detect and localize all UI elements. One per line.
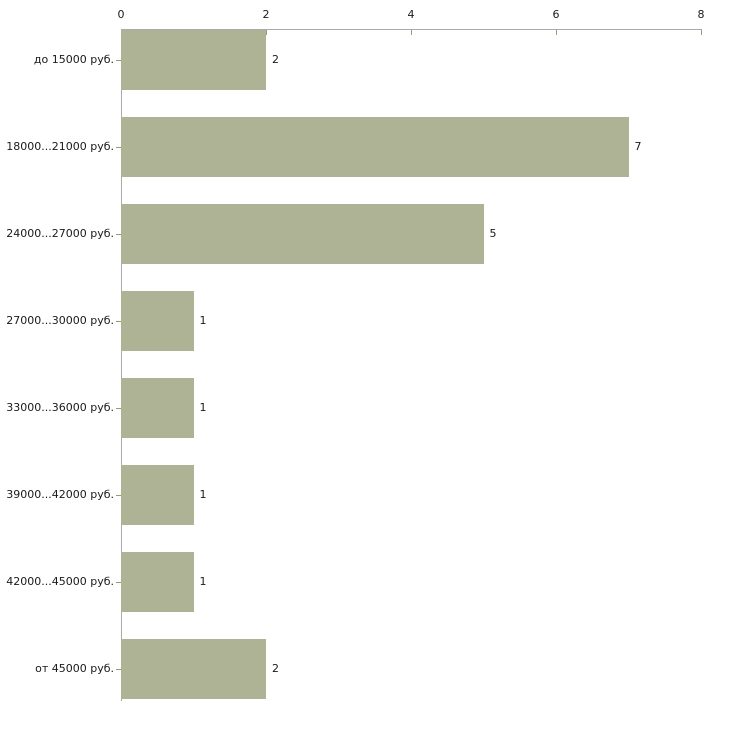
bar <box>121 639 266 699</box>
category-label: 42000...45000 руб. <box>6 575 114 588</box>
category-label: 39000...42000 руб. <box>6 488 114 501</box>
category-label-row: 33000...36000 руб. <box>0 402 114 414</box>
bar-value-label: 5 <box>489 227 497 240</box>
bar-value-label: 7 <box>634 140 642 153</box>
category-label-row: до 15000 руб. <box>0 54 114 66</box>
category-label: 24000...27000 руб. <box>6 227 114 240</box>
category-label-row: 24000...27000 руб. <box>0 228 114 240</box>
x-axis-tick-label: 2 <box>262 8 270 21</box>
x-axis-tick-label: 6 <box>552 8 560 21</box>
bar-value-label: 1 <box>199 314 207 327</box>
category-label-row: 18000...21000 руб. <box>0 141 114 153</box>
bar <box>121 552 194 612</box>
y-axis-tick <box>116 147 121 148</box>
bar <box>121 204 484 264</box>
category-label: до 15000 руб. <box>33 53 114 66</box>
bar-value-label: 2 <box>272 53 279 66</box>
bar-value-label: 1 <box>199 401 207 414</box>
y-axis-tick <box>116 495 121 496</box>
x-axis-tick <box>266 30 267 35</box>
category-label-row: 27000...30000 руб. <box>0 315 114 327</box>
x-axis-line <box>121 29 702 30</box>
y-axis-tick <box>116 234 121 235</box>
y-axis-tick <box>116 582 121 583</box>
x-axis-tick <box>701 30 702 35</box>
y-axis-tick <box>116 408 121 409</box>
category-label-row: 39000...42000 руб. <box>0 489 114 501</box>
bar <box>121 30 266 90</box>
x-axis-tick <box>556 30 557 35</box>
x-axis-tick-label: 4 <box>407 8 415 21</box>
x-axis-tick-label: 0 <box>117 8 125 21</box>
category-label-row: 42000...45000 руб. <box>0 576 114 588</box>
y-axis-tick <box>116 321 121 322</box>
y-axis-tick <box>116 669 121 670</box>
bar-value-label: 2 <box>272 662 279 675</box>
category-label-row: от 45000 руб. <box>0 663 114 675</box>
bar <box>121 378 194 438</box>
y-axis-tick <box>116 60 121 61</box>
category-label: от 45000 руб. <box>35 662 114 675</box>
bar-value-label: 1 <box>199 488 207 501</box>
category-label: 33000...36000 руб. <box>6 401 114 414</box>
x-axis-tick-label: 8 <box>697 8 705 21</box>
x-axis-tick <box>411 30 412 35</box>
y-axis-line <box>121 29 122 701</box>
bar-value-label: 1 <box>199 575 207 588</box>
bar <box>121 465 194 525</box>
category-label: 27000...30000 руб. <box>6 314 114 327</box>
bar <box>121 291 194 351</box>
bar <box>121 117 629 177</box>
category-label: 18000...21000 руб. <box>6 140 114 153</box>
